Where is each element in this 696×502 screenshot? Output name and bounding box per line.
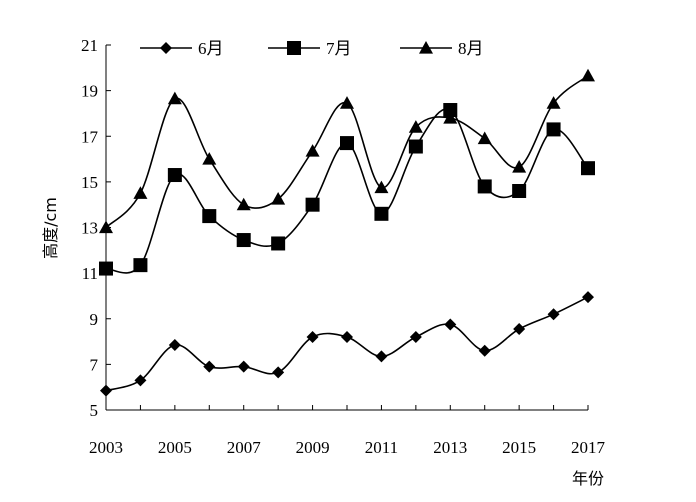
data-point: [444, 318, 457, 331]
x-tick-label: 2017: [571, 438, 606, 457]
legend-item-3: 8月: [400, 39, 484, 58]
y-tick-label: 15: [81, 173, 98, 192]
series-layer: [99, 68, 595, 397]
data-point: [306, 331, 319, 343]
data-point: [546, 96, 561, 109]
x-tick-label: 2003: [89, 438, 123, 457]
data-point: [546, 122, 561, 137]
data-point: [134, 374, 147, 387]
data-point: [341, 331, 353, 343]
data-point: [237, 360, 250, 373]
legend-label: 6月: [198, 39, 224, 58]
data-point: [202, 209, 217, 224]
data-point: [133, 258, 148, 273]
axes: 5 7 9 11 13 15 17 19 21 2003 2005 2007 2009 2011 2013 2…: [81, 36, 606, 457]
legend-item-1: 6月: [140, 39, 224, 58]
y-tick-label: 21: [81, 36, 98, 55]
legend-label: 7月: [326, 39, 352, 58]
data-point: [202, 152, 217, 165]
data-point: [478, 344, 491, 357]
legend-marker: [160, 42, 172, 54]
x-axis-title: 年份: [572, 469, 604, 488]
y-tick-label: 19: [81, 82, 98, 101]
series-3: [99, 68, 595, 234]
data-point: [340, 136, 354, 151]
data-point: [513, 323, 526, 336]
data-point: [305, 197, 320, 212]
x-tick-label: 2005: [158, 438, 192, 457]
data-point: [409, 331, 422, 343]
data-point: [547, 308, 560, 321]
x-tick-label: 2009: [296, 438, 330, 457]
x-tick-label: 2007: [227, 438, 262, 457]
data-point: [168, 338, 181, 351]
data-point: [443, 111, 458, 124]
data-point: [271, 236, 286, 251]
y-tick-label: 13: [81, 219, 98, 238]
data-point: [374, 180, 389, 194]
data-point: [582, 291, 594, 304]
y-tick-label: 11: [82, 264, 98, 283]
data-point: [477, 131, 492, 145]
y-tick-label: 5: [90, 401, 99, 420]
y-tick-label: 9: [90, 310, 99, 329]
data-point: [203, 360, 216, 373]
data-point: [512, 160, 527, 173]
x-tick-label: 2013: [433, 438, 467, 457]
x-tick-label: 2015: [502, 438, 536, 457]
data-point: [443, 103, 458, 118]
legend-marker: [419, 41, 433, 54]
data-point: [374, 206, 389, 221]
x-tick-label: 2011: [365, 438, 398, 457]
data-point: [581, 68, 595, 82]
data-point: [167, 91, 182, 105]
data-point: [271, 191, 286, 205]
data-point: [99, 261, 113, 276]
data-point: [408, 120, 423, 133]
legend: 6月 7月 8月: [140, 39, 484, 58]
y-tick-label: 17: [81, 127, 99, 146]
legend-label: 8月: [458, 39, 484, 58]
data-point: [236, 197, 251, 211]
data-point: [167, 168, 182, 183]
data-point: [236, 233, 251, 248]
data-point: [305, 144, 320, 157]
data-point: [408, 139, 423, 154]
data-point: [375, 350, 388, 363]
data-point: [99, 220, 113, 234]
legend-item-2: 7月: [268, 39, 352, 58]
series-1: [100, 291, 594, 397]
series-2: [99, 103, 595, 276]
data-point: [100, 384, 112, 397]
legend-marker: [287, 41, 301, 55]
data-point: [581, 161, 595, 176]
data-point: [272, 366, 285, 379]
data-point: [477, 179, 492, 194]
data-point: [340, 96, 354, 109]
data-point: [133, 186, 148, 199]
y-tick-label: 7: [90, 355, 99, 374]
y-axis-title: 高度/cm: [41, 197, 60, 259]
data-point: [512, 184, 527, 198]
